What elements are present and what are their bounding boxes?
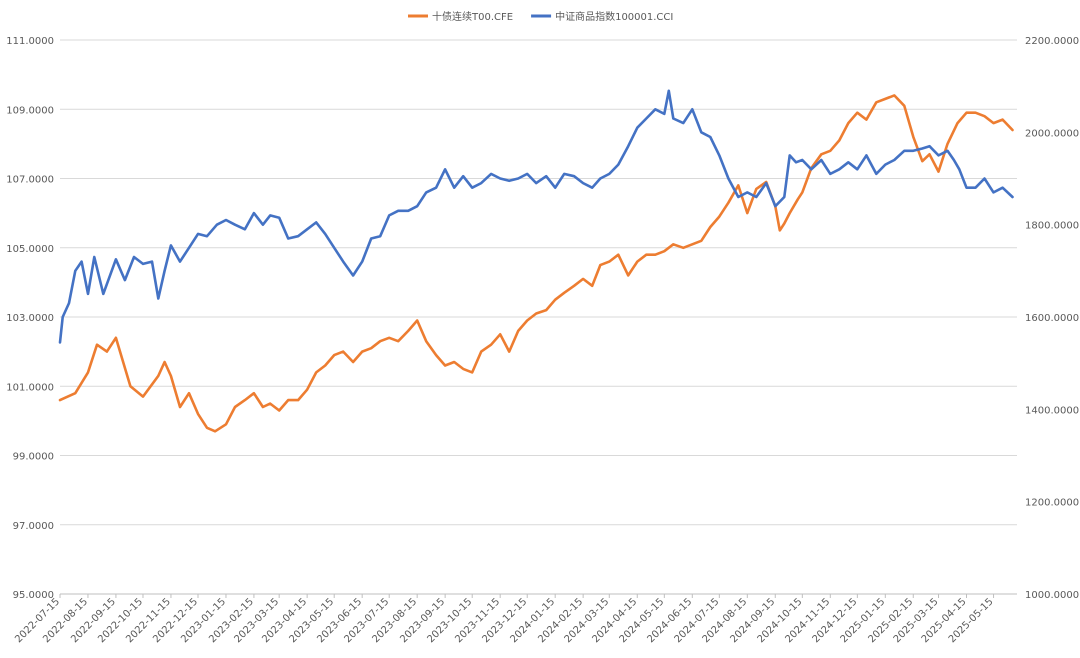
left-tick-label: 99.0000 (13, 452, 54, 463)
series-line-commodity-index (58, 89, 1014, 344)
left-tick-label: 97.0000 (13, 521, 54, 532)
right-tick-label: 1600.0000 (1025, 313, 1079, 324)
left-tick-label: 105.0000 (6, 244, 54, 255)
right-tick-label: 1000.0000 (1025, 590, 1079, 601)
right-tick-label: 2200.0000 (1025, 36, 1079, 47)
right-tick-label: 1200.0000 (1025, 498, 1079, 509)
left-tick-label: 95.0000 (13, 590, 54, 601)
left-tick-label: 103.0000 (6, 313, 54, 324)
series-line-bond-futures (58, 94, 1014, 433)
series-lines (58, 89, 1014, 433)
left-tick-label: 101.0000 (6, 382, 54, 393)
left-tick-label: 111.0000 (6, 36, 54, 47)
right-tick-label: 2000.0000 (1025, 128, 1079, 139)
chart-legend: 十债连续T00.CFE 中证商品指数100001.CCI (408, 10, 673, 23)
left-y-axis: 111.0000 109.0000 107.0000 105.0000 103.0000… (6, 36, 54, 601)
right-tick-label: 1800.0000 (1025, 221, 1079, 232)
left-tick-label: 107.0000 (6, 175, 54, 186)
left-tick-label: 109.0000 (6, 105, 54, 116)
gridlines (60, 39, 1017, 595)
right-tick-label: 1400.0000 (1025, 405, 1079, 416)
legend-label: 十债连续T00.CFE (432, 10, 513, 23)
legend-label: 中证商品指数100001.CCI (555, 10, 673, 23)
right-y-axis: 2200.0000 2000.0000 1800.0000 1600.0000 1400… (1025, 36, 1079, 601)
x-axis: 2022-07-152022-08-152022-09-152022-10-15… (13, 593, 1017, 645)
